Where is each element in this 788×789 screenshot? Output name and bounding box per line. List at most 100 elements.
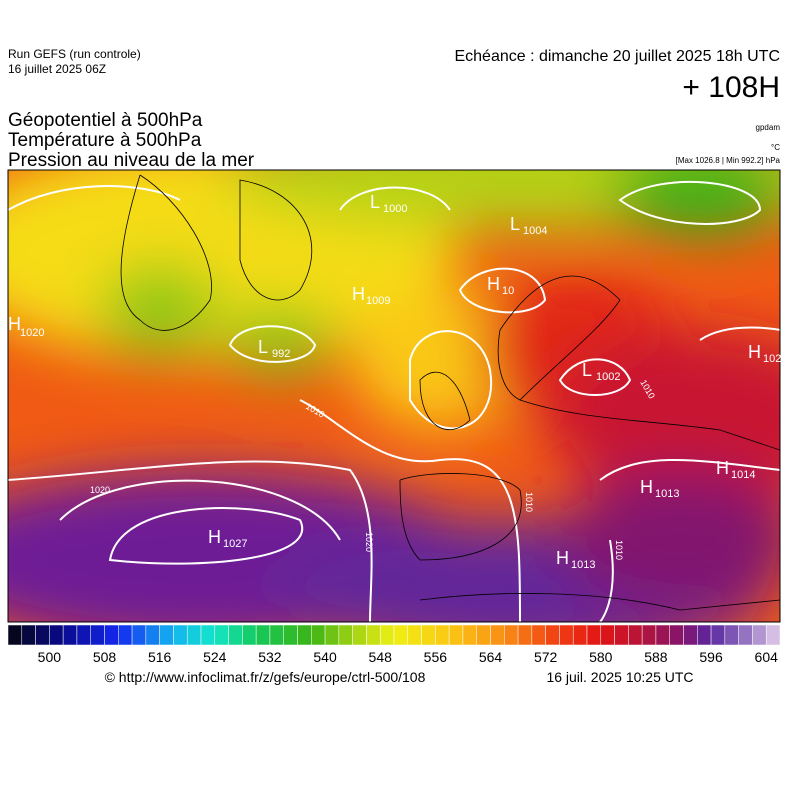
center-value: 1002 <box>596 371 620 383</box>
swatch <box>283 624 298 646</box>
swatch <box>186 624 202 646</box>
swatch <box>49 624 64 646</box>
center-value: 1004 <box>523 225 547 237</box>
source: © http://www.infoclimat.fr/z/gefs/europe… <box>105 669 426 685</box>
field: Température à 500hPa <box>8 130 202 151</box>
isobar-label: 1020 <box>90 485 110 495</box>
field: Pression au niveau de la mer <box>8 150 255 171</box>
field: Géopotentiel à 500hPa <box>8 110 203 131</box>
swatch <box>366 624 381 646</box>
colorbar-label: 564 <box>479 649 503 665</box>
swatch <box>76 624 91 646</box>
center-value: 1013 <box>571 559 595 571</box>
swatch <box>393 624 409 646</box>
swatch <box>379 624 395 646</box>
center-type: H <box>640 477 653 497</box>
swatch <box>738 624 753 646</box>
colorbar-label: 548 <box>369 649 393 665</box>
center-value: 10 <box>502 285 514 297</box>
center-value: 1009 <box>366 295 390 307</box>
isobar-label: 1010 <box>614 540 624 560</box>
lead-time: + 108H <box>682 71 780 104</box>
swatch <box>655 624 670 646</box>
swatch <box>159 624 174 646</box>
center-value: 992 <box>272 348 290 360</box>
isobar-label: 1010 <box>524 492 534 512</box>
swatch <box>697 624 712 646</box>
swatch <box>118 624 133 646</box>
center-type: L <box>582 360 592 380</box>
swatch <box>214 624 229 646</box>
swatch <box>765 624 781 646</box>
swatch <box>104 624 119 646</box>
swatch <box>200 624 216 646</box>
colorbar: 500 508 516 524 532 540 548 556 564 572 580 588 596 6… <box>7 624 781 665</box>
center-value: 1014 <box>731 469 755 481</box>
swatch <box>586 624 602 646</box>
swatch <box>545 624 560 646</box>
run: Run GEFS (run controle) <box>8 47 141 61</box>
swatch <box>338 624 353 646</box>
swatch <box>462 624 477 646</box>
colorbar-label: 572 <box>534 649 558 665</box>
colorbar-label: 604 <box>755 649 779 665</box>
swatch <box>297 624 312 646</box>
isobar-label: 1020 <box>364 532 374 552</box>
swatch <box>600 624 615 646</box>
swatch <box>572 624 588 646</box>
swatch <box>21 624 36 646</box>
swatch <box>407 624 422 646</box>
swatch <box>242 624 257 646</box>
swatch <box>255 624 271 646</box>
coastlines <box>120 174 780 611</box>
swatch <box>228 624 243 646</box>
swatch <box>448 624 464 646</box>
swatch <box>352 624 367 646</box>
center-type: H <box>487 274 500 294</box>
swatch <box>131 624 147 646</box>
colorbar-label: 532 <box>258 649 282 665</box>
swatch <box>724 624 739 646</box>
center-type: H <box>208 527 221 547</box>
swatch <box>269 624 284 646</box>
pressure-centers: H 1020 L 1000 L 1004 H 1009 L 992 L 1002 H 1014… <box>8 192 781 571</box>
center-type: H <box>748 342 761 362</box>
swatch <box>504 624 519 646</box>
swatch <box>62 624 78 646</box>
swatch <box>435 624 450 646</box>
valid-time: Echéance : dimanche 20 juillet 2025 18h … <box>454 48 780 65</box>
swatch <box>476 624 491 646</box>
center-value: 1013 <box>655 488 679 500</box>
swatch <box>641 624 657 646</box>
center-value: 1027 <box>223 538 247 550</box>
swatch <box>7 624 23 646</box>
swatch <box>683 624 698 646</box>
swatch <box>614 624 629 646</box>
colorbar-label: 516 <box>148 649 172 665</box>
colorbar-label: 524 <box>203 649 227 665</box>
colorbar-label: 508 <box>93 649 117 665</box>
center-type: H <box>8 314 21 334</box>
unit: [Max 1026.8 | Min 992.2] hPa <box>676 156 781 165</box>
colorbar-label: 588 <box>644 649 668 665</box>
swatch <box>531 624 546 646</box>
swatch <box>324 624 340 646</box>
colorbar-label: 556 <box>424 649 448 665</box>
center-value: 102 <box>763 353 781 365</box>
center-type: H <box>556 548 569 568</box>
swatch <box>421 624 436 646</box>
swatch <box>90 624 105 646</box>
center-type: L <box>370 192 380 212</box>
swatch <box>145 624 160 646</box>
center-type: L <box>510 214 520 234</box>
swatch <box>517 624 533 646</box>
isobars <box>8 180 780 622</box>
unit: gpdam <box>756 123 781 132</box>
swatch <box>628 624 643 646</box>
swatch <box>710 624 726 646</box>
swatch <box>752 624 767 646</box>
colorbar-label: 580 <box>589 649 613 665</box>
swatch <box>559 624 574 646</box>
swatch <box>311 624 326 646</box>
